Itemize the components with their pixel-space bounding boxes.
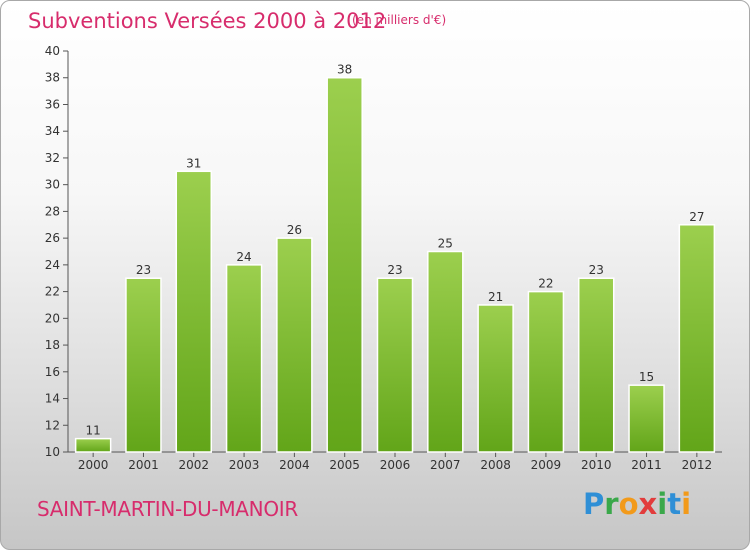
x-tick-label: 2010 (581, 458, 612, 472)
y-tick-label: 12 (45, 418, 60, 432)
bar-2001[interactable] (125, 277, 162, 453)
bar-value-label: 27 (689, 210, 704, 224)
x-tick-label: 2012 (682, 458, 713, 472)
logo-letter: P (583, 487, 605, 521)
x-tick-label: 2006 (380, 458, 411, 472)
bar-value-label: 25 (438, 237, 453, 251)
logo-letter: i (657, 487, 668, 521)
bar-2010[interactable] (577, 277, 615, 453)
bar-2003[interactable] (225, 264, 263, 453)
chart-title: Subventions Versées 2000 à 2012 (28, 9, 387, 33)
x-tick-label: 2004 (279, 458, 310, 472)
y-tick-label: 10 (45, 445, 60, 459)
bar-2008[interactable] (477, 304, 514, 453)
x-tick-label: 2001 (128, 458, 159, 472)
x-tick-label: 2005 (329, 458, 360, 472)
y-tick-label: 34 (45, 124, 60, 138)
y-tick-label: 26 (45, 231, 60, 245)
chart-bars: 11 23 31 24 26 38 23 25 21 22 23 15 27 (74, 63, 716, 453)
bar-2006[interactable] (376, 277, 414, 453)
bar-value-label: 24 (236, 250, 251, 264)
chart-axes: 10 12 14 16 18 20 22 24 26 28 30 32 34 36 38 40 2000 2001… (45, 44, 722, 472)
logo-letter: x (638, 487, 658, 521)
bar-value-label: 15 (639, 370, 654, 384)
y-tick-label: 16 (45, 365, 60, 379)
x-tick-label: 2002 (178, 458, 209, 472)
bar-value-label: 26 (287, 223, 302, 237)
y-tick-label: 32 (45, 151, 60, 165)
bar-2011[interactable] (628, 384, 665, 453)
bar-value-label: 31 (186, 156, 201, 170)
logo-letter: i (681, 487, 692, 521)
y-tick-label: 22 (45, 285, 60, 299)
x-tick-label: 2007 (430, 458, 461, 472)
x-tick-label: 2000 (78, 458, 109, 472)
commune-name: SAINT-MARTIN-DU-MANOIR (37, 497, 298, 521)
logo-letter: t (667, 487, 682, 521)
bar-2009[interactable] (527, 290, 565, 453)
y-tick-label: 36 (45, 97, 60, 111)
x-tick-label: 2003 (229, 458, 260, 472)
bar-2002[interactable] (175, 170, 213, 453)
y-tick-label: 24 (45, 258, 60, 272)
y-tick-label: 20 (45, 311, 60, 325)
bar-value-label: 23 (136, 263, 151, 277)
bar-value-label: 22 (538, 277, 553, 291)
bar-value-label: 21 (488, 290, 503, 304)
y-tick-label: 28 (45, 204, 60, 218)
y-tick-label: 38 (45, 71, 60, 85)
bar-value-label: 23 (387, 263, 402, 277)
x-tick-label: 2009 (531, 458, 562, 472)
bar-2007[interactable] (427, 250, 464, 453)
y-tick-label: 18 (45, 338, 60, 352)
logo-letter: o (618, 487, 639, 521)
y-tick-label: 30 (45, 178, 60, 192)
bar-value-label: 38 (337, 63, 352, 77)
bar-2005[interactable] (326, 76, 363, 453)
bar-2012[interactable] (678, 224, 716, 453)
logo-letter: r (604, 487, 619, 521)
x-tick-label: 2008 (480, 458, 511, 472)
y-tick-label: 14 (45, 392, 60, 406)
bar-value-label: 23 (589, 263, 604, 277)
x-tick-label: 2011 (631, 458, 662, 472)
chart-subtitle: (en milliers d'€) (352, 13, 447, 27)
bar-value-label: 11 (86, 424, 101, 438)
y-tick-label: 40 (45, 44, 60, 58)
bar-2000[interactable] (74, 437, 112, 453)
proxiti-logo[interactable]: Proxiti (583, 487, 691, 521)
bar-2004[interactable] (276, 237, 313, 453)
